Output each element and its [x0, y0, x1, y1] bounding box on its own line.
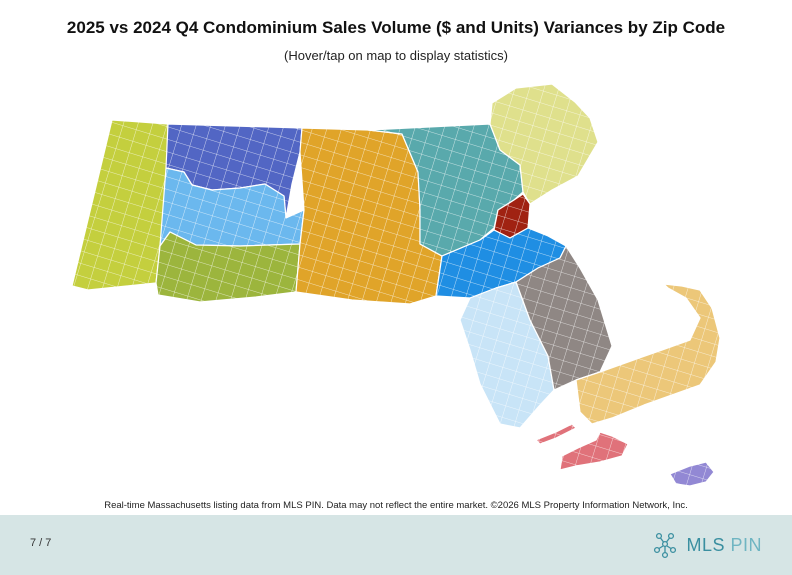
data-disclaimer: Real-time Massachusetts listing data fro… [104, 500, 688, 511]
zip-boundary-lines [72, 84, 720, 486]
footer-bar: 7 / 7 MLS PIN [0, 515, 792, 575]
logo-text-pin: PIN [730, 534, 762, 555]
page-title: 2025 vs 2024 Q4 Condominium Sales Volume… [66, 18, 726, 37]
page-subtitle: (Hover/tap on map to display statistics) [284, 48, 508, 63]
page-number: 7 / 7 [30, 537, 52, 549]
logo-text-mls: MLS [686, 534, 725, 555]
mls-pin-logo: MLS PIN [652, 529, 762, 561]
network-icon [654, 532, 677, 559]
massachusetts-zip-map[interactable] [0, 0, 792, 500]
